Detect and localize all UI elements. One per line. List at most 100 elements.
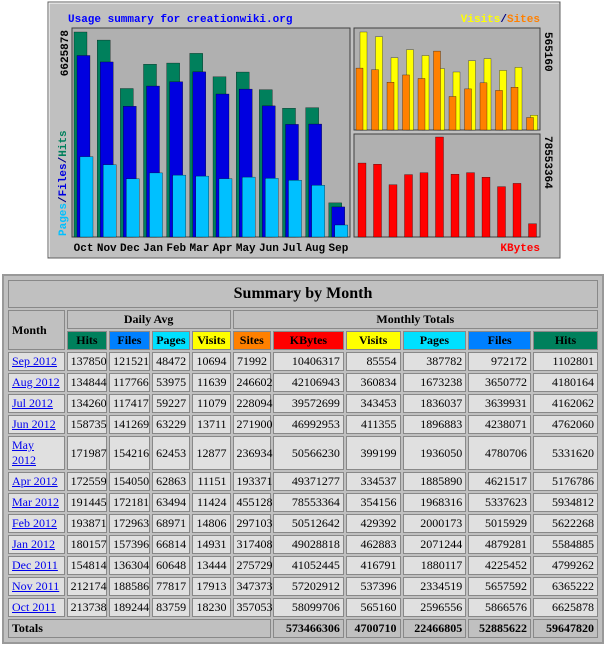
data-row: Jul 2012 134260 117417 59227 11079 228094 3957… — [8, 394, 598, 413]
sites-bar — [526, 117, 534, 131]
month-label: Aug — [305, 243, 325, 255]
cell: 5331620 — [533, 436, 598, 470]
cell: 154814 — [66, 556, 108, 575]
cell: 46992953 — [273, 415, 344, 434]
cell: 11151 — [192, 472, 231, 491]
month-cell: Oct 2011 — [8, 598, 65, 617]
cell: 5176786 — [533, 472, 598, 491]
pages-bar — [311, 185, 325, 238]
pages-bar — [149, 172, 163, 238]
cell: 1968316 — [402, 493, 467, 512]
totals-label: Totals — [8, 619, 271, 638]
cell: 360834 — [345, 373, 401, 392]
month-link[interactable]: Jun 2012 — [12, 417, 56, 431]
cell: 172181 — [109, 493, 150, 512]
cell: 6365222 — [533, 577, 598, 596]
legend: Visits/Sites — [461, 14, 540, 26]
cell: 180157 — [66, 535, 108, 554]
cell: 62453 — [151, 436, 191, 470]
cell: 4162062 — [533, 394, 598, 413]
cell: 172963 — [109, 514, 150, 533]
chart-title: Usage summary for creationwiki.org — [68, 14, 292, 26]
cell: 213738 — [66, 598, 108, 617]
cell: 2334519 — [402, 577, 467, 596]
cell: 1880117 — [402, 556, 467, 575]
cell: 1836037 — [402, 394, 467, 413]
cell: 3639931 — [468, 394, 532, 413]
month-link[interactable]: Mar 2012 — [12, 495, 59, 509]
month-cell: Dec 2011 — [8, 556, 65, 575]
month-link[interactable]: Sep 2012 — [12, 354, 57, 368]
cell: 5622268 — [533, 514, 598, 533]
totals-row: Totals 573466306 4700710 22466805 52885622 59… — [8, 619, 598, 638]
cell: 157396 — [109, 535, 150, 554]
total-cell: 59647820 — [533, 619, 598, 638]
pages-bar — [195, 175, 209, 238]
cell: 134844 — [66, 373, 108, 392]
cell: 11639 — [192, 373, 231, 392]
cell: 134260 — [66, 394, 108, 413]
month-link[interactable]: Dec 2011 — [12, 558, 58, 572]
month-link[interactable]: Jul 2012 — [12, 396, 54, 410]
title-row: Summary by Month — [8, 280, 598, 308]
cell: 5584885 — [533, 535, 598, 554]
total-cell: 52885622 — [468, 619, 532, 638]
kbytes-bar — [512, 183, 522, 238]
month-link[interactable]: May 2012 — [12, 438, 36, 467]
cell: 77817 — [151, 577, 191, 596]
month-label: Sep — [329, 243, 349, 255]
cell: 154216 — [109, 436, 150, 470]
chart: Usage summary for creationwiki.org Oct No… — [47, 1, 561, 259]
cell: 228094 — [232, 394, 273, 413]
cell: 48472 — [151, 352, 191, 371]
group-header: Daily Avg — [66, 310, 231, 329]
cell: 246602 — [232, 373, 273, 392]
pages-bar — [218, 178, 233, 238]
axis-max-label: 6625878 — [60, 30, 72, 77]
cell: 399199 — [345, 436, 401, 470]
cell: 347373 — [232, 577, 273, 596]
month-cell: Feb 2012 — [8, 514, 65, 533]
column-header: Visits — [192, 331, 231, 350]
cell: 63229 — [151, 415, 191, 434]
month-link[interactable]: Feb 2012 — [12, 516, 57, 530]
cell: 158735 — [66, 415, 108, 434]
cell: 5657592 — [468, 577, 532, 596]
month-link[interactable]: Jan 2012 — [12, 537, 55, 551]
data-row: May 2012 171987 154216 62453 12877 236934 5056… — [8, 436, 598, 470]
cell: 53975 — [151, 373, 191, 392]
month-cell: Mar 2012 — [8, 493, 65, 512]
month-link[interactable]: Aug 2012 — [12, 375, 60, 389]
month-cell: Jul 2012 — [8, 394, 65, 413]
cell: 14931 — [192, 535, 231, 554]
sites-bar — [479, 82, 488, 131]
summary-table: Summary by Month Month Daily Avg Monthly To… — [2, 274, 604, 644]
cell: 5866576 — [468, 598, 532, 617]
cell: 85554 — [345, 352, 401, 371]
month-link[interactable]: Nov 2011 — [12, 579, 60, 593]
cell: 13711 — [192, 415, 231, 434]
cell: 10406317 — [273, 352, 344, 371]
column-header: Hits — [66, 331, 108, 350]
cell: 66814 — [151, 535, 191, 554]
kbytes-bar — [419, 172, 429, 238]
sites-bar — [510, 87, 519, 131]
month-link[interactable]: Oct 2011 — [12, 600, 56, 614]
group-header: Monthly Totals — [232, 310, 598, 329]
legend-entry: Pages — [58, 203, 70, 236]
cell: 4225452 — [468, 556, 532, 575]
cell: 117417 — [109, 394, 150, 413]
plot-area — [71, 27, 351, 238]
month-header: Month — [8, 310, 65, 350]
data-row: Nov 2011 212174 188586 77817 17913 347373 5720… — [8, 577, 598, 596]
cell: 565160 — [345, 598, 401, 617]
data-row: Dec 2011 154814 136304 60648 13444 275729 4105… — [8, 556, 598, 575]
month-link[interactable]: Apr 2012 — [12, 474, 58, 488]
cell: 236934 — [232, 436, 273, 470]
cell: 411355 — [345, 415, 401, 434]
cell: 17913 — [192, 577, 231, 596]
pages-bar — [172, 174, 186, 238]
month-cell: Jun 2012 — [8, 415, 65, 434]
group-row: Month Daily Avg Monthly Totals — [8, 310, 598, 350]
